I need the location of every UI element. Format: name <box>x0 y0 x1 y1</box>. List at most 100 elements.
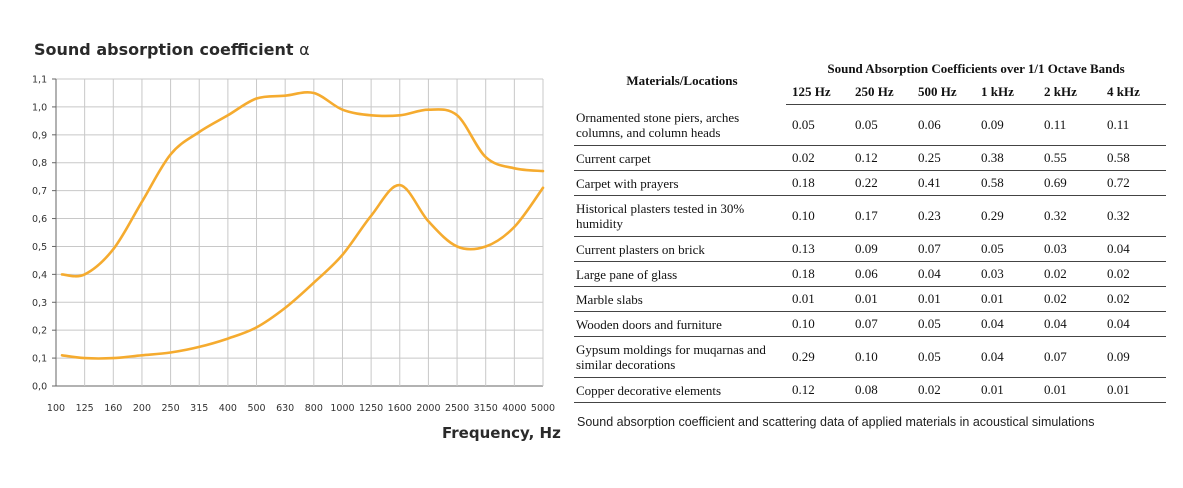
table-row: Gypsum moldings for muqarnas and similar… <box>574 336 1167 378</box>
table-row: Wooden doors and furniture 0.10 0.07 0.05 0.… <box>574 311 1167 337</box>
table-row: Marble slabs 0.01 0.01 0.01 0.01 0.02 0.02 <box>574 286 1167 312</box>
coefficient-cell: 0.10 <box>786 311 849 337</box>
x-tick-label: 400 <box>219 403 237 414</box>
band-header: 4 kHz <box>1101 80 1167 105</box>
coefficient-cell: 0.38 <box>975 145 1038 171</box>
coefficient-cell: 0.01 <box>786 286 849 312</box>
coefficient-cell: 0.02 <box>786 145 849 171</box>
x-tick-label: 1250 <box>359 403 383 414</box>
absorption-chart: 0,0 0,1 0,2 0,3 0,4 0,5 0,6 0,7 0,8 0,9 1,0 1,1 100… <box>32 75 555 415</box>
chart-title-symbol: α <box>299 40 310 59</box>
series-line-1 <box>60 90 545 278</box>
coefficient-cell: 0.07 <box>1038 336 1101 378</box>
materials-header: Materials/Locations <box>626 73 738 89</box>
y-tick-label: 0,7 <box>32 186 47 197</box>
coefficient-cell: 0.04 <box>1101 236 1167 262</box>
coefficient-cell: 0.32 <box>1038 195 1101 237</box>
coefficient-cell: 0.02 <box>1101 286 1167 312</box>
absorption-table: Materials/Locations Sound Absorption Coe… <box>574 58 1167 403</box>
chart-grid <box>52 78 544 387</box>
table-row: Carpet with prayers 0.18 0.22 0.41 0.58 0.69 0… <box>574 170 1167 196</box>
coefficient-cell: 0.09 <box>975 104 1038 146</box>
coefficient-cell: 0.10 <box>786 195 849 237</box>
x-tick-label: 500 <box>247 403 265 414</box>
coefficient-cell: 0.29 <box>786 336 849 378</box>
coefficient-cell: 0.29 <box>975 195 1038 237</box>
coefficient-cell: 0.11 <box>1038 104 1101 146</box>
chart-title: Sound absorption coefficient α <box>34 40 310 59</box>
x-tick-label: 2000 <box>416 403 440 414</box>
coefficient-cell: 0.69 <box>1038 170 1101 196</box>
coefficient-cell: 0.09 <box>1101 336 1167 378</box>
x-tick-label: 630 <box>276 403 294 414</box>
y-tick-label: 0,4 <box>32 270 47 281</box>
y-tick-label: 0,8 <box>32 158 47 169</box>
table-row: Current plasters on brick 0.13 0.09 0.07 0.0… <box>574 236 1167 262</box>
coefficient-cell: 0.01 <box>975 286 1038 312</box>
coefficient-cell: 0.05 <box>912 336 975 378</box>
y-axis-ticks: 0,0 0,1 0,2 0,3 0,4 0,5 0,6 0,7 0,8 0,9 1,0 1,1 <box>32 75 47 393</box>
material-cell: Carpet with prayers <box>574 170 786 196</box>
coefficient-cell: 0.05 <box>975 236 1038 262</box>
x-tick-label: 1600 <box>388 403 412 414</box>
y-tick-label: 0,9 <box>32 130 47 141</box>
coefficient-cell: 0.01 <box>1101 377 1167 403</box>
coefficient-cell: 0.58 <box>975 170 1038 196</box>
material-cell: Marble slabs <box>574 286 786 312</box>
coefficient-cell: 0.13 <box>786 236 849 262</box>
coefficient-cell: 0.10 <box>849 336 912 378</box>
coefficient-cell: 0.55 <box>1038 145 1101 171</box>
coefficient-cell: 0.32 <box>1101 195 1167 237</box>
x-tick-label: 2500 <box>445 403 469 414</box>
coefficient-cell: 0.72 <box>1101 170 1167 196</box>
coefficient-cell: 0.23 <box>912 195 975 237</box>
x-tick-label: 315 <box>190 403 208 414</box>
x-tick-label: 200 <box>133 403 151 414</box>
coefficient-cell: 0.04 <box>912 261 975 287</box>
coefficient-cell: 0.02 <box>1038 286 1101 312</box>
band-header: 500 Hz <box>912 80 975 105</box>
coefficient-cell: 0.03 <box>975 261 1038 287</box>
table-body: Ornamented stone piers, arches columns, … <box>574 104 1167 403</box>
series-lines <box>60 90 545 360</box>
band-header: 125 Hz <box>786 80 849 105</box>
y-tick-label: 0,3 <box>32 298 47 309</box>
chart-title-text: Sound absorption coefficient <box>34 40 294 59</box>
y-tick-label: 0,2 <box>32 326 47 337</box>
band-header-row: 125 Hz 250 Hz 500 Hz 1 kHz 2 kHz 4 kHz <box>574 80 1167 105</box>
coefficient-cell: 0.02 <box>912 377 975 403</box>
y-tick-label: 1,0 <box>32 102 47 113</box>
octave-bands-header: Sound Absorption Coefficients over 1/1 O… <box>827 61 1125 76</box>
y-tick-label: 1,1 <box>32 75 47 86</box>
table-row: Ornamented stone piers, arches columns, … <box>574 104 1167 146</box>
material-cell: Gypsum moldings for muqarnas and similar… <box>574 336 786 378</box>
material-cell: Current carpet <box>574 145 786 171</box>
coefficient-cell: 0.07 <box>849 311 912 337</box>
coefficient-cell: 0.18 <box>786 170 849 196</box>
table-row: Historical plasters tested in 30% humidi… <box>574 195 1167 237</box>
coefficient-cell: 0.09 <box>849 236 912 262</box>
y-tick-label: 0,5 <box>32 242 47 253</box>
coefficient-cell: 0.58 <box>1101 145 1167 171</box>
coefficient-cell: 0.01 <box>975 377 1038 403</box>
coefficient-cell: 0.01 <box>849 286 912 312</box>
table-row: Copper decorative elements 0.12 0.08 0.02 0.… <box>574 377 1167 403</box>
x-tick-label: 1000 <box>330 403 354 414</box>
material-cell: Ornamented stone piers, arches columns, … <box>574 104 786 146</box>
coefficient-cell: 0.02 <box>1038 261 1101 287</box>
x-axis-ticks: 100 125 160 200 250 315 400 500 630 800 1000 1250 16… <box>47 403 555 414</box>
x-tick-label: 4000 <box>502 403 526 414</box>
coefficient-cell: 0.04 <box>975 336 1038 378</box>
x-tick-label: 125 <box>76 403 94 414</box>
material-cell: Current plasters on brick <box>574 236 786 262</box>
y-tick-label: 0,0 <box>32 382 47 393</box>
material-cell: Large pane of glass <box>574 261 786 287</box>
coefficient-cell: 0.12 <box>849 145 912 171</box>
coefficient-cell: 0.02 <box>1101 261 1167 287</box>
coefficient-cell: 0.01 <box>1038 377 1101 403</box>
coefficient-cell: 0.11 <box>1101 104 1167 146</box>
coefficient-cell: 0.04 <box>1038 311 1101 337</box>
coefficient-cell: 0.06 <box>912 104 975 146</box>
band-header: 250 Hz <box>849 80 912 105</box>
coefficient-cell: 0.05 <box>849 104 912 146</box>
